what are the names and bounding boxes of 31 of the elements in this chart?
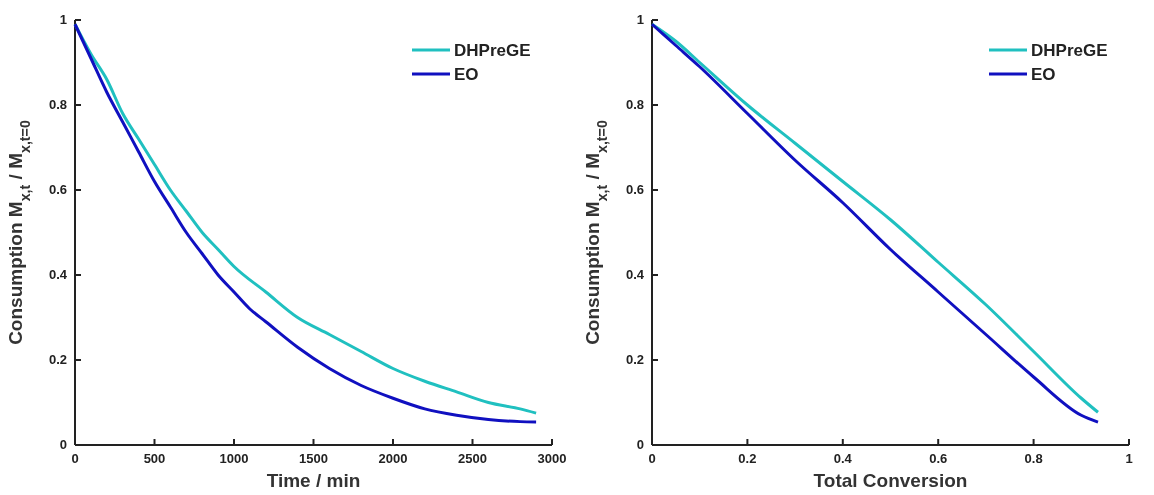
x-tick-label: 0.6 [929, 451, 948, 466]
x-tick-label: 0 [648, 451, 656, 466]
x-tick-label: 0.8 [1024, 451, 1043, 466]
y-tick-label: 1 [59, 12, 67, 27]
x-tick-label: 1000 [219, 451, 249, 466]
legend-label: DHPreGE [454, 41, 531, 60]
y-tick-label: 0.2 [48, 352, 67, 367]
legend-label: EO [454, 65, 479, 84]
x-tick-label: 2000 [378, 451, 408, 466]
y-tick-label: 0.4 [625, 267, 645, 282]
y-tick-label: 0 [59, 437, 67, 452]
x-tick-label: 2500 [458, 451, 487, 466]
x-tick-label: 0.2 [738, 451, 757, 466]
x-tick-label: 0.4 [833, 451, 853, 466]
y-tick-label: 0.2 [625, 352, 644, 367]
x-tick-label: 3000 [537, 451, 567, 466]
y-tick-label: 0.6 [625, 182, 644, 197]
y-tick-label: 0.8 [48, 97, 67, 112]
legend-label: DHPreGE [1031, 41, 1108, 60]
y-tick-label: 1 [636, 12, 644, 27]
y-tick-label: 0.6 [48, 182, 67, 197]
x-axis-title: Time / min [266, 470, 361, 491]
x-tick-label: 0 [71, 451, 79, 466]
x-tick-label: 1500 [299, 451, 328, 466]
x-tick-label: 1 [1125, 451, 1133, 466]
x-axis-title: Total Conversion [813, 470, 968, 491]
y-tick-label: 0.8 [625, 97, 644, 112]
y-tick-label: 0 [636, 437, 644, 452]
legend-label: EO [1031, 65, 1056, 84]
x-tick-label: 500 [143, 451, 166, 466]
y-tick-label: 0.4 [48, 267, 68, 282]
